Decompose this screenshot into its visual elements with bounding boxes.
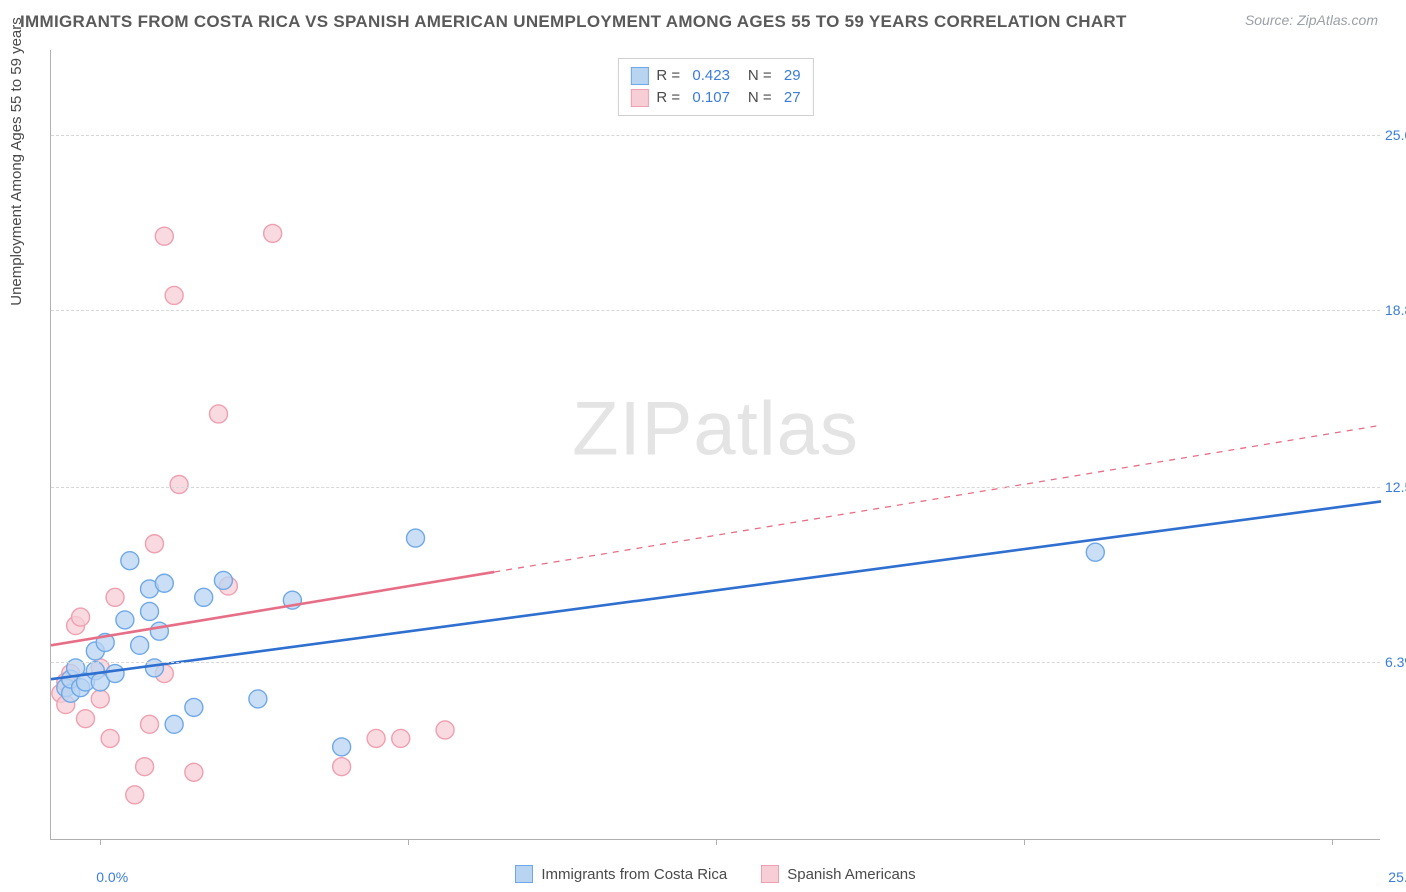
data-point <box>126 786 144 804</box>
data-point <box>214 571 232 589</box>
swatch-bottom-1 <box>515 865 533 883</box>
data-point <box>141 602 159 620</box>
x-tick <box>408 839 409 845</box>
data-point <box>185 763 203 781</box>
data-point <box>209 405 227 423</box>
series-legend: Immigrants from Costa Rica Spanish Ameri… <box>51 865 1380 883</box>
data-point <box>195 588 213 606</box>
data-point <box>141 715 159 733</box>
data-point <box>136 758 154 776</box>
data-point <box>1086 543 1104 561</box>
gridline <box>51 662 1380 663</box>
y-tick-label: 25.0% <box>1385 127 1406 143</box>
data-point <box>333 758 351 776</box>
data-point <box>333 738 351 756</box>
y-tick-label: 6.3% <box>1385 654 1406 670</box>
data-point <box>91 690 109 708</box>
data-point <box>185 698 203 716</box>
gridline <box>51 487 1380 488</box>
chart-title: IMMIGRANTS FROM COSTA RICA VS SPANISH AM… <box>20 12 1127 32</box>
data-point <box>76 710 94 728</box>
data-point <box>436 721 454 739</box>
data-point <box>72 608 90 626</box>
data-point <box>264 224 282 242</box>
data-point <box>170 476 188 494</box>
y-tick-label: 12.5% <box>1385 479 1406 495</box>
x-tick <box>1024 839 1025 845</box>
data-point <box>145 535 163 553</box>
data-point <box>155 227 173 245</box>
plot-area: ZIPatlas R = 0.423 N = 29 R = 0.107 N = … <box>50 50 1380 840</box>
data-point <box>106 588 124 606</box>
data-point <box>367 729 385 747</box>
data-point <box>131 636 149 654</box>
data-point <box>392 729 410 747</box>
x-tick-label: 25.0% <box>1388 869 1406 885</box>
data-point <box>101 729 119 747</box>
data-point <box>106 665 124 683</box>
data-point <box>155 574 173 592</box>
data-point <box>407 529 425 547</box>
x-tick-label: 0.0% <box>96 869 128 885</box>
data-point <box>249 690 267 708</box>
x-tick <box>100 839 101 845</box>
legend-item-series-1: Immigrants from Costa Rica <box>515 865 727 883</box>
x-tick <box>716 839 717 845</box>
source-attribution: Source: ZipAtlas.com <box>1245 12 1378 28</box>
y-tick-label: 18.8% <box>1385 302 1406 318</box>
swatch-bottom-2 <box>761 865 779 883</box>
x-tick <box>1332 839 1333 845</box>
data-point <box>116 611 134 629</box>
gridline <box>51 310 1380 311</box>
data-point <box>121 552 139 570</box>
gridline <box>51 135 1380 136</box>
data-point <box>165 715 183 733</box>
scatter-svg <box>51 50 1380 839</box>
legend-item-series-2: Spanish Americans <box>761 865 915 883</box>
data-point <box>165 286 183 304</box>
data-point <box>150 622 168 640</box>
y-axis-label: Unemployment Among Ages 55 to 59 years <box>8 17 25 306</box>
